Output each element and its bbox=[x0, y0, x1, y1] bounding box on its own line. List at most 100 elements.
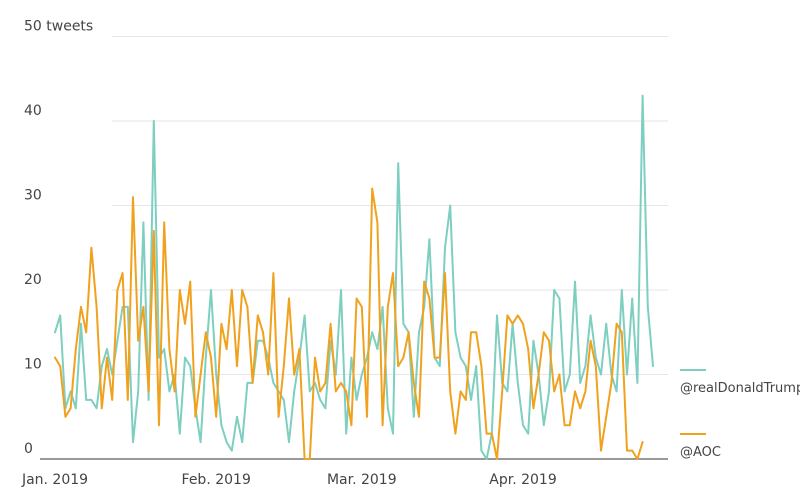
data-point bbox=[132, 196, 134, 199]
data-point bbox=[116, 339, 119, 342]
data-point bbox=[397, 162, 400, 165]
data-point bbox=[620, 331, 623, 334]
data-point bbox=[579, 382, 582, 384]
data-point bbox=[594, 365, 597, 367]
data-point bbox=[215, 415, 218, 418]
data-point bbox=[54, 356, 56, 359]
data-point bbox=[459, 356, 462, 359]
data-point bbox=[288, 441, 290, 443]
data-point bbox=[319, 390, 322, 393]
data-point bbox=[282, 365, 285, 367]
x-axis-ticks: Jan. 2019 Feb. 2019 Mar. 2019 Apr. 2019 bbox=[21, 472, 557, 488]
y-tick-label-20: 20 bbox=[24, 272, 42, 288]
data-point bbox=[392, 432, 394, 435]
data-point bbox=[220, 322, 223, 325]
data-point bbox=[402, 322, 405, 325]
data-point bbox=[59, 314, 62, 317]
data-point bbox=[80, 306, 82, 308]
data-point bbox=[558, 373, 561, 376]
x-tick-label-1: Feb. 2019 bbox=[182, 472, 251, 488]
data-point bbox=[106, 348, 108, 350]
data-point bbox=[641, 94, 644, 97]
data-point bbox=[636, 382, 639, 384]
data-point bbox=[386, 306, 389, 308]
data-point bbox=[501, 390, 504, 393]
data-point bbox=[641, 441, 644, 443]
data-point bbox=[319, 399, 322, 401]
data-point bbox=[100, 407, 103, 410]
data-point bbox=[189, 365, 192, 367]
data-point bbox=[111, 399, 114, 401]
data-point bbox=[516, 314, 519, 317]
data-point bbox=[542, 424, 545, 427]
data-point bbox=[194, 415, 197, 418]
data-point bbox=[345, 390, 348, 393]
data-point bbox=[485, 458, 488, 460]
data-point bbox=[475, 331, 478, 334]
data-point bbox=[64, 415, 67, 418]
data-point bbox=[470, 399, 472, 401]
data-point bbox=[496, 458, 498, 460]
data-point bbox=[496, 314, 498, 317]
data-point bbox=[210, 356, 212, 359]
data-point bbox=[532, 407, 535, 410]
data-point bbox=[95, 306, 98, 308]
data-point bbox=[600, 373, 602, 376]
data-point bbox=[376, 221, 379, 224]
data-point bbox=[553, 289, 556, 291]
data-point bbox=[366, 415, 368, 418]
data-point bbox=[433, 356, 436, 359]
data-point bbox=[490, 432, 493, 435]
data-point bbox=[428, 238, 431, 241]
data-point bbox=[246, 306, 249, 308]
data-point bbox=[340, 382, 342, 384]
data-point bbox=[548, 390, 550, 393]
data-point bbox=[163, 348, 166, 350]
data-point bbox=[444, 246, 446, 249]
data-point bbox=[236, 415, 238, 418]
data-point bbox=[381, 424, 384, 427]
data-point bbox=[563, 424, 566, 427]
data-point bbox=[163, 221, 166, 224]
data-point bbox=[459, 390, 462, 393]
data-point bbox=[262, 331, 264, 334]
data-point bbox=[215, 373, 218, 376]
data-point bbox=[464, 399, 467, 401]
data-point bbox=[355, 399, 358, 401]
data-point bbox=[178, 432, 181, 435]
data-point bbox=[246, 382, 249, 384]
y-axis-ticks: 0 10 20 30 40 50 tweets bbox=[24, 19, 93, 458]
data-point bbox=[225, 441, 228, 443]
data-point bbox=[485, 432, 488, 435]
data-point bbox=[147, 390, 150, 393]
data-point bbox=[137, 390, 140, 393]
data-point bbox=[438, 365, 441, 367]
data-point bbox=[418, 415, 420, 418]
data-point bbox=[199, 441, 202, 443]
data-point bbox=[631, 449, 634, 452]
data-point bbox=[454, 331, 457, 334]
data-point bbox=[605, 322, 608, 325]
data-point bbox=[116, 289, 119, 291]
data-point bbox=[204, 331, 207, 334]
data-point bbox=[470, 331, 472, 334]
data-point bbox=[293, 390, 296, 393]
data-point bbox=[178, 289, 181, 291]
data-point bbox=[594, 356, 597, 359]
data-point bbox=[152, 120, 155, 122]
data-point bbox=[355, 297, 358, 300]
data-point bbox=[371, 187, 374, 190]
data-point bbox=[371, 331, 374, 334]
data-point bbox=[142, 221, 145, 224]
data-point bbox=[407, 331, 410, 334]
data-point bbox=[449, 204, 452, 207]
data-point bbox=[158, 424, 160, 427]
legend-label-1: @AOC bbox=[680, 445, 721, 460]
data-point bbox=[272, 382, 275, 384]
data-point bbox=[189, 280, 192, 283]
data-point bbox=[230, 449, 233, 452]
data-point bbox=[475, 365, 478, 367]
data-point bbox=[506, 314, 509, 317]
